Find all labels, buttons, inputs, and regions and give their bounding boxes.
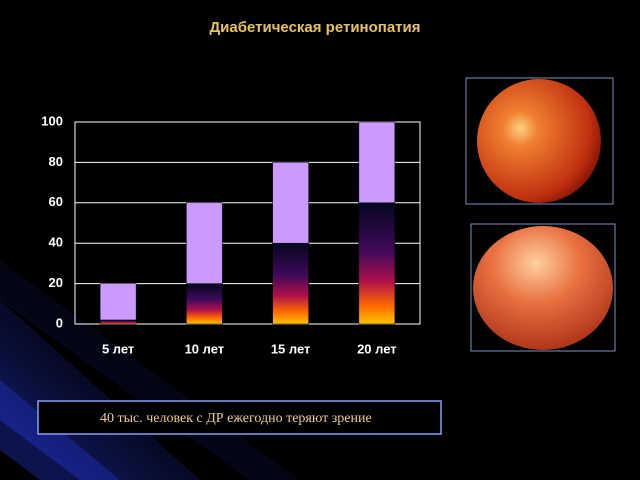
y-tick-label: 20 <box>49 275 63 290</box>
caption-box <box>37 400 442 435</box>
caption: 40 тыс. человек с ДР ежегодно теряют зре… <box>100 411 372 426</box>
retina-image-1 <box>465 77 614 205</box>
y-tick-label: 60 <box>49 194 63 209</box>
bar-segment <box>272 242 309 325</box>
y-tick-label: 40 <box>49 235 63 250</box>
y-tick-label: 80 <box>49 154 63 169</box>
y-tick-label: 100 <box>41 113 63 128</box>
bar-segment <box>99 283 137 321</box>
plot-border <box>74 121 421 325</box>
bar-segment <box>186 202 223 284</box>
bar-segment <box>358 121 396 204</box>
x-tick-label: 20 лет <box>357 341 397 356</box>
x-tick-label: 5 лет <box>102 341 134 356</box>
bar-segment <box>186 283 223 325</box>
title: Диабетическая ретинопатия <box>209 19 420 36</box>
bar-segment <box>99 319 137 325</box>
x-tick-label: 10 лет <box>185 341 225 356</box>
bar-segment <box>358 202 396 325</box>
retina-image-2 <box>470 223 616 352</box>
x-tick-label: 15 лет <box>271 341 311 356</box>
background-streaks <box>0 260 300 480</box>
y-tick-label: 0 <box>56 315 63 330</box>
plot: 0 20 40 60 80 100 5 лет 10 лет 15 лет 20 лет <box>41 113 421 356</box>
bar-segment <box>272 162 309 244</box>
